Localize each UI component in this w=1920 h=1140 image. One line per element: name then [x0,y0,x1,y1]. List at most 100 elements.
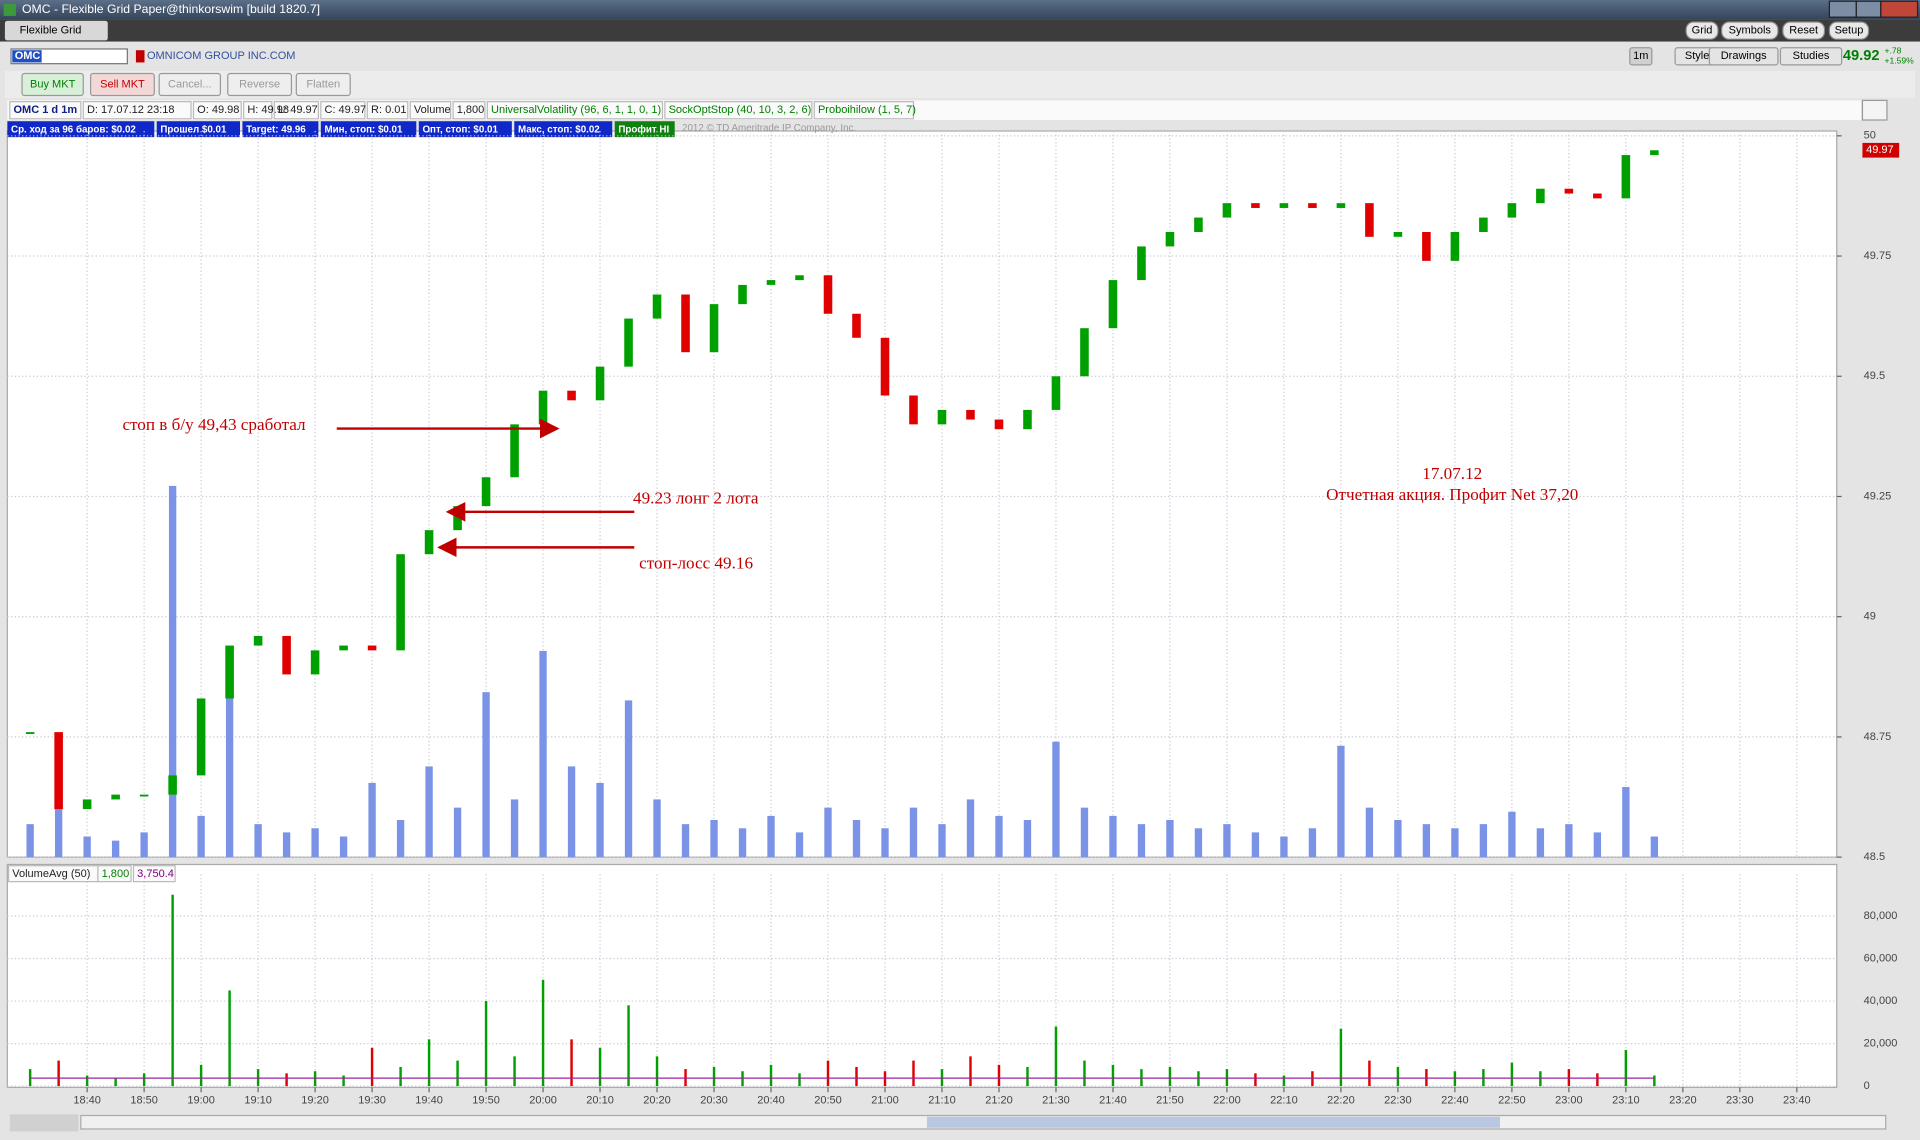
candle [1365,203,1374,237]
volume-bar [826,1060,830,1087]
candle [111,794,120,800]
volume-bar [484,1001,488,1087]
volume-bar [969,1056,972,1087]
x-tick-label: 19:20 [301,1095,329,1107]
volume-overlay-bar [795,832,804,858]
y-tick-label: 48.5 [1864,851,1885,863]
info-cell [82,101,192,120]
candle [538,390,548,425]
minimize[interactable] [1828,0,1857,18]
candle [966,409,975,420]
badge [156,121,240,138]
x-tick-label: 23:20 [1669,1095,1697,1107]
candle [510,424,519,478]
candle [567,390,576,401]
volume-bar [456,1060,459,1087]
x-tick-label: 22:50 [1498,1095,1526,1107]
toolbar-button[interactable] [1721,21,1779,40]
candle [1080,328,1089,377]
candle [196,698,206,776]
toolbar-button[interactable] [1828,21,1870,40]
trade-button[interactable] [21,72,84,97]
pane-tool[interactable] [1861,99,1888,121]
volume-overlay-bar [282,832,291,858]
badge-text: Target: 49.96 [246,124,306,135]
volume-overlay-bar [596,782,604,858]
candle [1051,376,1061,410]
scroll-thumb[interactable] [926,1116,1500,1128]
candle [994,419,1004,430]
volume-overlay-bar [624,700,633,858]
pane-header-cell [97,865,132,883]
volume-overlay-bar [852,820,861,858]
volume-bar [1111,1064,1115,1087]
candle [1137,246,1146,281]
toolbar-button[interactable] [1782,21,1826,40]
info-text: Volume [414,104,451,116]
trade-button[interactable] [158,72,222,97]
volume-overlay-bar [83,836,91,858]
candle [453,506,462,531]
info-bar [7,100,1862,120]
trade-button-label: Reverse [239,78,280,90]
candle [852,313,861,338]
candle [282,635,291,675]
x-tick-label: 22:30 [1384,1095,1412,1107]
volume-bar [798,1073,801,1087]
info-text: OMC 1 d 1m [13,104,77,116]
x-tick-label: 21:30 [1042,1095,1070,1107]
volume-bar [171,894,174,1087]
candle [1507,203,1517,218]
toolbar-button[interactable] [1685,21,1719,40]
x-tick-label: 23:40 [1783,1095,1811,1107]
badge [614,121,675,138]
y-tick-label: 40,000 [1864,995,1898,1007]
badge-text: Мин, стоп: $0.01 [324,124,402,135]
x-tick-label: 23:30 [1726,1095,1754,1107]
annotation: стоп-лосс 49.16 [639,553,753,572]
volume-bar [1653,1075,1656,1087]
tool-button[interactable] [1629,47,1653,66]
zoom-controls[interactable] [9,1114,79,1132]
annotation: 17.07.12 [1422,464,1482,483]
volume-overlay-bar [225,671,234,858]
toolbar-button-label: Reset [1789,25,1818,37]
volume-bar [114,1077,117,1087]
copyright: 2012 © TD Ameritrade IP Company, Inc. [682,123,856,134]
change: +.78 [1884,46,1901,56]
x-tick-label: 19:30 [358,1095,386,1107]
y-tick-label: 49.25 [1864,490,1892,502]
volume-bar [142,1073,146,1087]
x-tick-label: 23:00 [1555,1095,1583,1107]
x-tick-label: 20:30 [700,1095,728,1107]
y-tick-label: 50 [1864,130,1876,142]
trade-button[interactable] [295,72,351,97]
close[interactable] [1880,0,1919,18]
candle [1393,232,1403,237]
volume-overlay-bar [1166,820,1174,858]
badge [514,121,613,138]
x-tick-label: 19:50 [472,1095,500,1107]
tab[interactable] [4,20,108,41]
candle [424,530,434,555]
trade-button[interactable] [90,72,155,97]
trade-button-label: Buy MKT [30,78,76,90]
tool-button[interactable] [1708,47,1779,66]
candle [738,284,747,305]
trade-button[interactable] [227,72,293,97]
candle [624,318,633,367]
maximize[interactable] [1855,0,1882,18]
candle [909,395,918,425]
volume-bar [1510,1062,1514,1087]
volume-bar [655,1056,659,1087]
volume-bar [57,1060,60,1087]
candle [396,554,405,651]
volume-overlay-bar [1365,807,1374,858]
volume-bar [513,1056,516,1087]
volume-bar [1396,1066,1400,1087]
toolbar-button-label: Grid [1692,25,1713,37]
symbol-flag [135,50,145,63]
volume-bar [598,1047,602,1087]
tool-button[interactable] [1779,47,1843,66]
